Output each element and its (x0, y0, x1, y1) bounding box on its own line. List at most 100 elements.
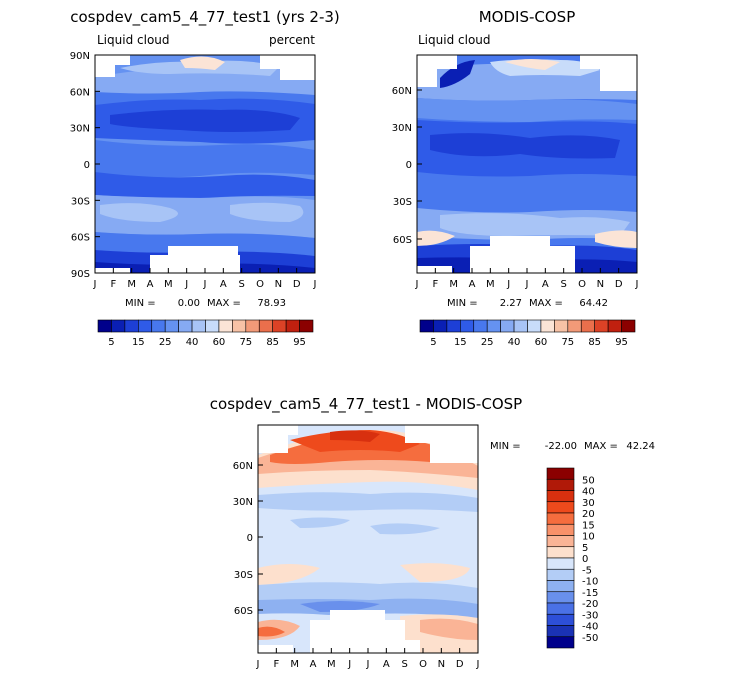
lat-tick-label: 90N (70, 51, 90, 62)
field-band (95, 172, 315, 198)
colorbar-swatch (299, 319, 314, 333)
field-band (100, 203, 178, 222)
colorbar-swatch (191, 319, 206, 333)
month-tick-label: N (597, 279, 604, 290)
field-band (95, 140, 315, 178)
panel-diff-title: cospdev_cam5_4_77_test1 - MODIS-COSP (210, 395, 522, 414)
lat-tick-label: 60N (233, 461, 253, 472)
month-tick-label: A (310, 659, 317, 670)
month-tick-label: O (256, 279, 264, 290)
missing-region (330, 610, 385, 620)
field-band (230, 202, 304, 222)
panel-model-field (95, 55, 315, 273)
lat-tick-label: 60N (70, 87, 90, 98)
panel-model-colorbar: 5 15 25 40 60 75 85 95 (97, 319, 314, 348)
colorbar-swatch (546, 512, 575, 525)
month-tick-label: J (203, 279, 207, 290)
panel-obs: MODIS-COSP Liquid cloud (392, 8, 639, 348)
panel-diff-min-label: MIN = (490, 441, 521, 452)
colorbar-swatch (546, 636, 575, 649)
colorbar-swatch (546, 580, 575, 593)
colorbar-label: 15 (582, 520, 595, 531)
missing-region (258, 425, 288, 453)
colorbar-label: 5 (430, 337, 436, 348)
missing-region (95, 268, 130, 273)
panel-obs-field (417, 55, 637, 273)
colorbar-swatch (138, 319, 153, 333)
month-tick-label: M (164, 279, 173, 290)
month-tick-label: M (449, 279, 458, 290)
lat-tick-label: 30N (70, 124, 90, 135)
colorbar-swatch (446, 319, 461, 333)
lat-tick-label: 0 (84, 160, 90, 171)
panel-model-min-label: MIN = (125, 298, 156, 309)
lat-tick-label: 60S (393, 235, 412, 246)
colorbar-swatch (486, 319, 501, 333)
panel-diff-max-value: 42.24 (626, 441, 655, 452)
month-tick-label: J (635, 279, 639, 290)
panel-diff-min-value: -22.00 (545, 441, 577, 452)
missing-region (490, 236, 550, 246)
month-tick-label: O (419, 659, 427, 670)
lat-tick-label: 0 (247, 533, 253, 544)
colorbar-swatch (527, 319, 542, 333)
colorbar-label: 0 (582, 554, 588, 565)
colorbar-swatch (546, 602, 575, 615)
panel-model-title: cospdev_cam5_4_77_test1 (yrs 2-3) (70, 8, 340, 27)
month-tick-label: M (327, 659, 336, 670)
colorbar-swatch (546, 568, 575, 581)
missing-region (95, 55, 115, 77)
colorbar-swatch (546, 625, 575, 638)
field-band (505, 59, 560, 70)
colorbar-label: 15 (132, 337, 145, 348)
panel-diff-max-label: MAX = (584, 441, 618, 452)
month-tick-label: N (275, 279, 282, 290)
field-band (95, 232, 315, 256)
field-band (370, 523, 440, 535)
colorbar-label: -15 (582, 588, 598, 599)
month-tick-label: S (238, 279, 244, 290)
missing-region (417, 55, 457, 69)
month-tick-label: D (293, 279, 301, 290)
month-tick-label: A (383, 659, 390, 670)
month-tick-label: J (366, 659, 370, 670)
colorbar-label: 75 (239, 337, 252, 348)
colorbar-swatch (258, 319, 273, 333)
colorbar-swatch (546, 535, 575, 548)
missing-region (288, 425, 298, 435)
missing-region (168, 246, 238, 256)
colorbar-label: 50 (582, 475, 595, 486)
panel-model-subtitle-left: Liquid cloud (97, 33, 170, 47)
field-band (290, 430, 420, 452)
colorbar-swatch (97, 319, 112, 333)
field-band (417, 230, 455, 246)
colorbar-label: 85 (588, 337, 601, 348)
colorbar-swatch (546, 501, 575, 514)
colorbar-swatch (460, 319, 475, 333)
field-band (440, 60, 475, 88)
month-tick-label: F (432, 279, 438, 290)
colorbar-swatch (567, 319, 582, 333)
missing-region (405, 425, 478, 443)
field-band (417, 98, 637, 122)
lat-tick-label: 60N (392, 86, 412, 97)
field-band (595, 230, 637, 248)
colorbar-label: -30 (582, 610, 598, 621)
field-band (258, 626, 285, 637)
colorbar-label: 25 (481, 337, 494, 348)
panel-diff: cospdev_cam5_4_77_test1 - MODIS-COSP (210, 395, 655, 670)
field-band (258, 492, 478, 512)
colorbar-swatch (513, 319, 528, 333)
month-tick-label: S (560, 279, 566, 290)
missing-region (417, 69, 437, 87)
panel-obs-subtitle-left: Liquid cloud (418, 33, 491, 47)
colorbar-label: 10 (582, 532, 595, 543)
month-tick-label: A (220, 279, 227, 290)
month-tick-label: M (290, 659, 299, 670)
panel-obs-title: MODIS-COSP (479, 8, 576, 26)
month-tick-label: M (486, 279, 495, 290)
colorbar-label: 15 (454, 337, 467, 348)
lat-tick-label: 0 (406, 160, 412, 171)
